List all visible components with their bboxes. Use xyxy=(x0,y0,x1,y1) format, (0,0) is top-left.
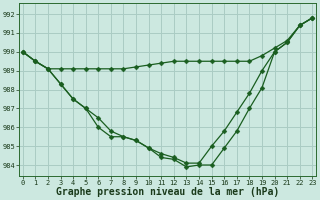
X-axis label: Graphe pression niveau de la mer (hPa): Graphe pression niveau de la mer (hPa) xyxy=(56,187,279,197)
